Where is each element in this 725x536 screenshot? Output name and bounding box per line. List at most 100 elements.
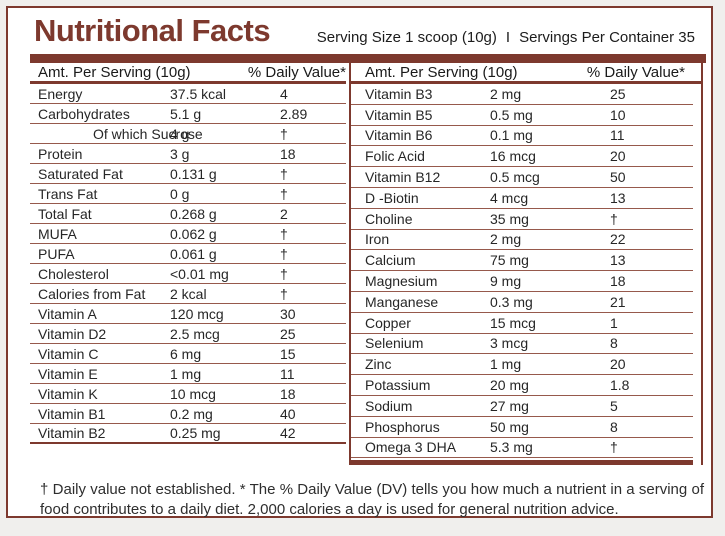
nutrient-name: Calories from Fat <box>38 285 146 302</box>
nutrient-amount: 35 mg <box>490 210 529 227</box>
nutrient-name: Vitamin B2 <box>38 425 106 441</box>
nutrient-row: Vitamin B2 0.25 mg 42 <box>30 424 346 444</box>
nutrient-row: Energy 37.5 kcal 4 <box>30 84 346 104</box>
nutrient-daily-value: 21 <box>610 293 626 310</box>
nutrient-daily-value: † <box>280 265 288 282</box>
nutrient-daily-value: † <box>610 210 618 227</box>
nutrient-amount: 0.3 mg <box>490 293 533 310</box>
nutrient-amount: 3 mcg <box>490 335 529 352</box>
serving-info-separator: I <box>505 29 511 46</box>
nutrient-amount: 120 mcg <box>170 305 224 322</box>
nutrient-row: Magnesium 9 mg 18 <box>351 271 693 292</box>
nutrient-daily-value: 8 <box>610 418 618 435</box>
nutrient-name: PUFA <box>38 245 75 262</box>
daily-value-header: % Daily Value* <box>586 63 685 81</box>
nutrient-amount: 4 g <box>170 125 190 142</box>
nutrient-daily-value: † <box>280 125 288 142</box>
nutrient-daily-value: 8 <box>610 335 618 352</box>
nutrient-amount: 0 g <box>170 185 190 202</box>
nutrient-daily-value: † <box>280 165 288 182</box>
nutrient-daily-value: 4 <box>280 85 288 102</box>
nutrient-daily-value: 2.89 <box>280 105 308 122</box>
nutrient-row: Vitamin B6 0.1 mg 11 <box>351 126 693 147</box>
nutrient-name: Protein <box>38 145 83 162</box>
nutrient-name: Potassium <box>365 377 431 394</box>
nutrient-amount: 20 mg <box>490 377 529 394</box>
nutrient-name: Vitamin E <box>38 365 98 382</box>
nutrient-name: Vitamin B5 <box>365 106 433 123</box>
nutrient-name: Vitamin A <box>38 305 97 322</box>
nutrient-name: Vitamin B6 <box>365 127 433 144</box>
footnote: † Daily value not established. * The % D… <box>40 481 704 518</box>
nutrient-row: Copper 15 mcg 1 <box>351 313 693 334</box>
nutrient-amount: 10 mcg <box>170 385 216 402</box>
nutrient-row: Vitamin K 10 mcg 18 <box>30 384 346 404</box>
nutrient-name: Total Fat <box>38 205 92 222</box>
nutrient-row: Of which Sucrose 4 g † <box>30 124 346 144</box>
nutrient-name: Calcium <box>365 252 416 269</box>
nutrient-name: Vitamin B3 <box>365 85 433 102</box>
daily-value-header: % Daily Value* <box>247 63 346 81</box>
nutrient-daily-value: 18 <box>280 385 296 402</box>
nutrient-daily-value: 10 <box>610 106 626 123</box>
nutrient-daily-value: 13 <box>610 189 626 206</box>
nutrient-amount: 75 mg <box>490 252 529 269</box>
nutrient-daily-value: † <box>280 285 288 302</box>
nutrient-name: D -Biotin <box>365 189 419 206</box>
nutrient-name: Sodium <box>365 397 413 414</box>
nutrient-row: Zinc 1 mg 20 <box>351 354 693 376</box>
nutrient-name: Folic Acid <box>365 148 425 165</box>
nutrient-name: Vitamin K <box>38 385 98 402</box>
table-header: Amt. Per Serving (10g) % Daily Value* <box>351 63 701 84</box>
amount-per-serving-header: Amt. Per Serving (10g) <box>365 63 518 81</box>
nutrient-name: Cholesterol <box>38 265 109 282</box>
nutrient-amount: 0.062 g <box>170 225 217 242</box>
nutrient-daily-value: 5 <box>610 397 618 414</box>
nutrient-amount: 0.1 mg <box>490 127 533 144</box>
nutrient-name: MUFA <box>38 225 77 242</box>
nutrient-row: Carbohydrates 5.1 g 2.89 <box>30 104 346 124</box>
nutrient-row: Selenium 3 mcg 8 <box>351 334 693 355</box>
nutrient-daily-value: 42 <box>280 425 296 441</box>
nutrient-name: Omega 3 DHA <box>365 439 457 456</box>
nutrient-name: Copper <box>365 314 411 331</box>
nutrient-row: Vitamin A 120 mcg 30 <box>30 304 346 324</box>
nutrition-label: Nutritional Facts Serving Size 1 scoop (… <box>6 6 713 518</box>
header-divider-bar <box>30 54 706 63</box>
nutrient-row: Sodium 27 mg 5 <box>351 396 693 417</box>
nutrient-daily-value: 18 <box>280 145 296 162</box>
nutrient-amount: 2 kcal <box>170 285 207 302</box>
nutrient-row: MUFA 0.062 g † <box>30 224 346 244</box>
nutrient-amount: 0.131 g <box>170 165 217 182</box>
servings-per-container-text: Servings Per Container 35 <box>519 29 695 46</box>
nutrient-row: Folic Acid 16 mcg 20 <box>351 146 693 168</box>
nutrient-amount: 37.5 kcal <box>170 85 227 102</box>
nutrient-row: Phosphorus 50 mg 8 <box>351 417 693 438</box>
nutrient-amount: 0.2 mg <box>170 405 213 422</box>
table-body: Vitamin B3 2 mg 25 Vitamin B5 0.5 mg 10 … <box>351 84 701 465</box>
nutrient-name: Choline <box>365 210 413 227</box>
nutrient-row: Iron 2 mg 22 <box>351 230 693 251</box>
nutrient-amount: 5.1 g <box>170 105 202 122</box>
nutrient-daily-value: † <box>280 185 288 202</box>
nutrient-amount: 27 mg <box>490 397 529 414</box>
nutrient-amount: 1 mg <box>490 356 522 373</box>
nutrient-daily-value: † <box>280 225 288 242</box>
nutrient-daily-value: 20 <box>610 356 626 373</box>
nutrient-row: Calcium 75 mg 13 <box>351 250 693 272</box>
nutrient-amount: 0.268 g <box>170 205 217 222</box>
nutrient-name: Zinc <box>365 356 392 373</box>
nutrient-daily-value: 22 <box>610 231 626 248</box>
nutrient-daily-value: 1.8 <box>610 377 630 394</box>
nutrient-row: Protein 3 g 18 <box>30 144 346 164</box>
nutrient-amount: 50 mg <box>490 418 529 435</box>
nutrient-amount: 2.5 mcg <box>170 325 220 342</box>
nutrient-daily-value: 13 <box>610 252 626 269</box>
nutrient-row: D -Biotin 4 mcg 13 <box>351 188 693 209</box>
nutrient-name: Trans Fat <box>38 185 98 202</box>
nutrient-name: Carbohydrates <box>38 105 130 122</box>
nutrient-name: Magnesium <box>365 273 438 290</box>
nutrition-table-right: Amt. Per Serving (10g) % Daily Value* Vi… <box>349 63 703 466</box>
nutrient-name: Manganese <box>365 293 439 310</box>
nutrient-name: Vitamin B1 <box>38 405 106 422</box>
